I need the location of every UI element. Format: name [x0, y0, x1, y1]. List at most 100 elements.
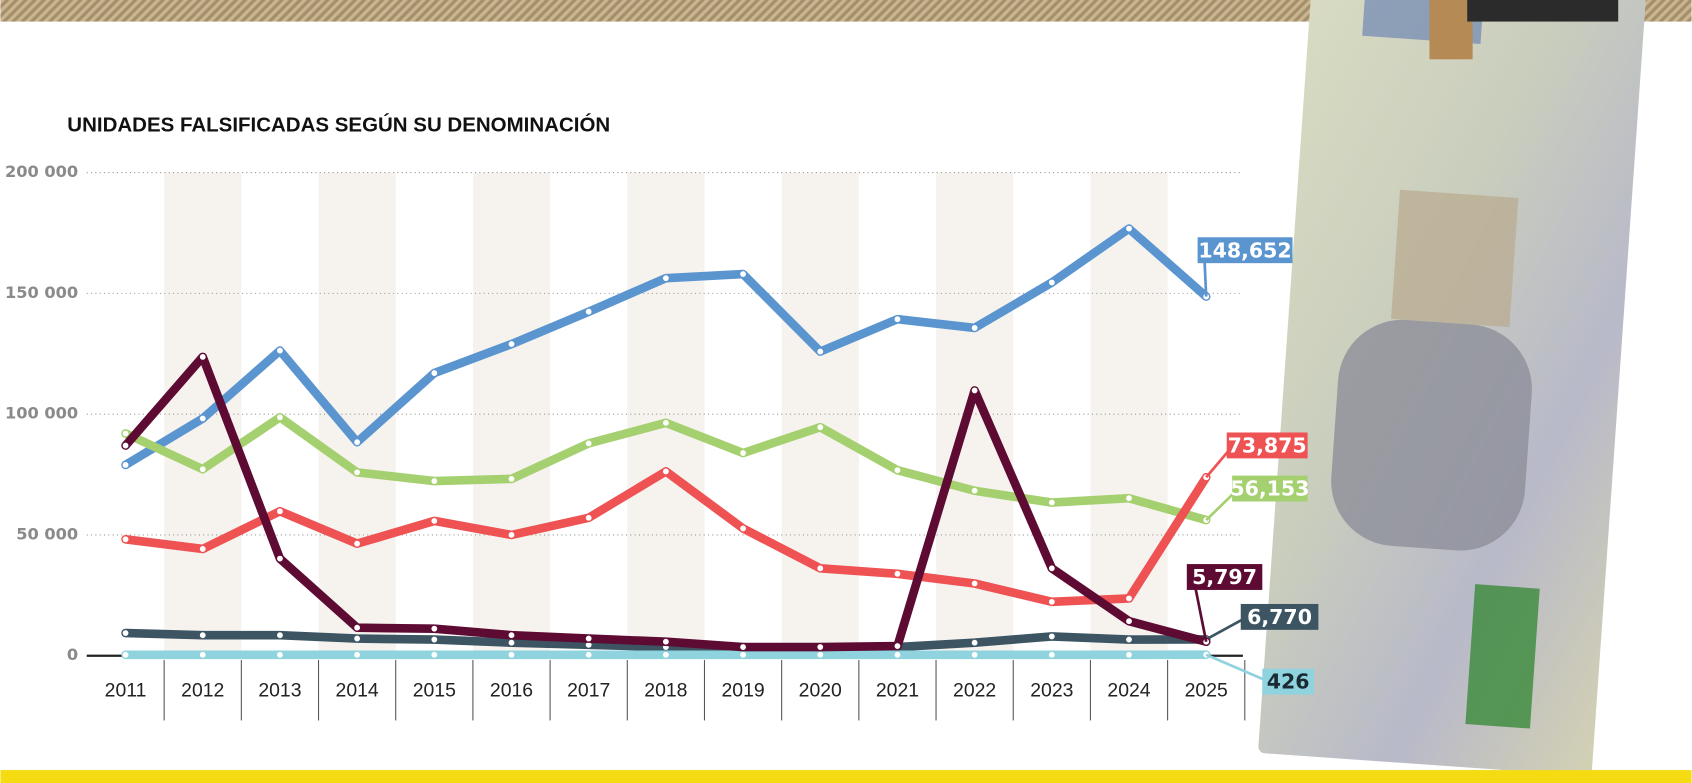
data-point [585, 308, 592, 315]
data-point [276, 414, 283, 421]
data-point [354, 624, 361, 631]
footer-bar [0, 770, 1691, 783]
data-point [276, 347, 283, 354]
data-point [740, 450, 747, 457]
data-point [508, 531, 515, 538]
data-point [971, 487, 978, 494]
data-point [199, 632, 206, 639]
data-point [971, 580, 978, 587]
data-point [740, 525, 747, 532]
data-point [662, 275, 669, 282]
data-point [740, 644, 747, 651]
data-point [894, 467, 901, 474]
data-point [1048, 633, 1055, 640]
data-point [1048, 499, 1055, 506]
data-point [1048, 598, 1055, 605]
data-point [199, 466, 206, 473]
data-point [431, 651, 438, 658]
x-tick-label: 2025 [1185, 679, 1228, 701]
chart: 050 000100 000150 000200 000201120122013… [0, 0, 1692, 783]
data-point [122, 630, 129, 637]
y-tick-label: 50 000 [16, 524, 78, 543]
data-point [1126, 618, 1133, 625]
data-point [817, 565, 824, 572]
data-point [817, 348, 824, 355]
data-point [1126, 636, 1133, 643]
data-point [354, 469, 361, 476]
value-label: 5,797 [1192, 565, 1257, 589]
data-point [354, 635, 361, 642]
y-tick-label: 150 000 [5, 283, 78, 302]
data-point [817, 644, 824, 651]
x-tick-label: 2011 [105, 679, 147, 701]
x-tick-label: 2017 [567, 679, 610, 701]
data-point [199, 415, 206, 422]
data-point [1126, 225, 1133, 232]
x-tick-label: 2022 [953, 679, 996, 701]
data-point [276, 508, 283, 515]
data-point [585, 635, 592, 642]
x-tick-label: 2021 [876, 679, 919, 701]
value-label: 56,153 [1230, 477, 1309, 501]
label-leader [1206, 655, 1269, 682]
data-point [740, 651, 747, 658]
data-point [276, 632, 283, 639]
data-point [508, 475, 515, 482]
data-point [662, 651, 669, 658]
data-point [199, 353, 206, 360]
data-point [431, 478, 438, 485]
data-point [276, 651, 283, 658]
data-point [199, 651, 206, 658]
data-point [662, 419, 669, 426]
data-point [894, 570, 901, 577]
data-point [122, 430, 129, 437]
y-tick-label: 100 000 [5, 404, 78, 423]
data-point [508, 341, 515, 348]
data-point [894, 643, 901, 650]
data-point [122, 442, 129, 449]
data-point [508, 639, 515, 646]
data-point [431, 625, 438, 632]
data-point [122, 461, 129, 468]
x-tick-label: 2020 [799, 679, 842, 701]
x-tick-label: 2019 [721, 679, 764, 701]
data-point [431, 636, 438, 643]
data-point [122, 536, 129, 543]
data-point [276, 555, 283, 562]
data-point [971, 387, 978, 394]
data-point [508, 632, 515, 639]
data-point [431, 370, 438, 377]
data-point [662, 638, 669, 645]
data-point [122, 651, 129, 658]
data-point [662, 468, 669, 475]
value-label: 426 [1267, 670, 1310, 694]
y-tick-label: 200 000 [5, 162, 78, 181]
data-point [740, 271, 747, 278]
value-label: 73,875 [1228, 434, 1307, 458]
data-point [431, 517, 438, 524]
x-tick-label: 2014 [336, 679, 379, 701]
data-point [585, 651, 592, 658]
data-point [817, 424, 824, 431]
data-point [1048, 279, 1055, 286]
x-tick-label: 2024 [1107, 679, 1150, 701]
x-tick-label: 2018 [644, 679, 687, 701]
data-point [1048, 565, 1055, 572]
data-point [508, 651, 515, 658]
data-point [817, 651, 824, 658]
data-point [1048, 651, 1055, 658]
data-point [354, 651, 361, 658]
data-point [1126, 495, 1133, 502]
data-point [894, 316, 901, 323]
data-point [894, 651, 901, 658]
y-tick-label: 0 [67, 645, 78, 664]
data-point [354, 439, 361, 446]
x-tick-label: 2016 [490, 679, 533, 701]
data-point [585, 440, 592, 447]
x-tick-label: 2015 [413, 679, 456, 701]
banknote [1258, 0, 1646, 776]
data-point [971, 324, 978, 331]
value-label: 6,770 [1247, 605, 1312, 629]
data-point [971, 651, 978, 658]
data-point [1126, 595, 1133, 602]
